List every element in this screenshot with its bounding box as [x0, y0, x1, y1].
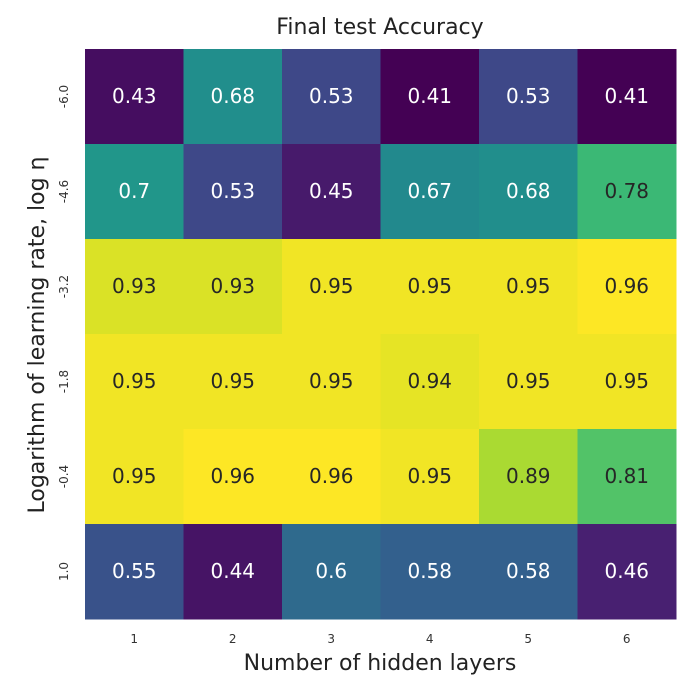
cell-value-label: 0.96 — [309, 464, 354, 488]
heatmap-cell — [85, 239, 184, 335]
y-tick-label: -0.4 — [57, 465, 71, 488]
heatmap-cell — [85, 429, 184, 525]
x-axis-ticks: 1 2 3 4 5 6 — [130, 632, 630, 646]
cell-value-label: 0.58 — [407, 559, 452, 583]
cell-value-label: 0.55 — [112, 559, 157, 583]
cell-value-label: 0.46 — [604, 559, 649, 583]
cell-value-label: 0.53 — [210, 179, 255, 203]
y-tick-label: -1.8 — [57, 370, 71, 393]
cell-value-label: 0.41 — [407, 84, 452, 108]
heatmap-cell — [577, 239, 677, 335]
cell-value-label: 0.95 — [210, 369, 255, 393]
cell-value-label: 0.68 — [506, 179, 551, 203]
heatmap-cell — [577, 49, 677, 145]
heatmap-cell — [282, 524, 381, 620]
x-tick-label: 3 — [327, 632, 335, 646]
heatmap-cell — [85, 144, 184, 240]
cell-value-label: 0.95 — [112, 369, 157, 393]
heatmap-cell — [479, 239, 578, 335]
cell-value-label: 0.41 — [604, 84, 649, 108]
cell-value-label: 0.95 — [506, 369, 551, 393]
heatmap-cell — [183, 334, 283, 430]
cell-value-label: 0.53 — [506, 84, 551, 108]
cell-value-label: 0.95 — [309, 369, 354, 393]
heatmap-cell — [183, 49, 283, 145]
x-axis-title: Number of hidden layers — [244, 651, 517, 676]
y-axis-title: Logarithm of learning rate, log η — [25, 156, 50, 513]
heatmap-cell — [577, 524, 677, 620]
cell-value-label: 0.95 — [112, 464, 157, 488]
cell-value-label: 0.58 — [506, 559, 551, 583]
cell-value-label: 0.95 — [604, 369, 649, 393]
y-tick-label: -4.6 — [57, 180, 71, 203]
x-tick-label: 4 — [426, 632, 434, 646]
cell-value-label: 0.95 — [407, 274, 452, 298]
heatmap-cell — [380, 144, 480, 240]
heatmap-cell — [282, 49, 381, 145]
cell-value-label: 0.95 — [309, 274, 354, 298]
cell-value-label: 0.96 — [604, 274, 649, 298]
cell-value-label: 0.94 — [407, 369, 452, 393]
heatmap-cell — [183, 144, 283, 240]
heatmap-cell — [479, 429, 578, 525]
cell-value-label: 0.53 — [309, 84, 354, 108]
cell-value-label: 0.93 — [210, 274, 255, 298]
heatmap-cell — [380, 334, 480, 430]
heatmap-cell — [479, 524, 578, 620]
cell-value-label: 0.44 — [210, 559, 255, 583]
heatmap-cell — [577, 429, 677, 525]
y-tick-label: 1.0 — [57, 562, 71, 581]
heatmap-cell — [282, 429, 381, 525]
cell-value-label: 0.68 — [210, 84, 255, 108]
cell-value-label: 0.81 — [604, 464, 649, 488]
heatmap-cell — [183, 429, 283, 525]
heatmap-cell — [85, 524, 184, 620]
y-tick-label: -3.2 — [57, 275, 71, 298]
heatmap-cell — [479, 144, 578, 240]
cell-value-label: 0.43 — [112, 84, 157, 108]
cell-value-label: 0.95 — [407, 464, 452, 488]
cell-value-label: 0.67 — [407, 179, 452, 203]
cell-value-label: 0.45 — [309, 179, 354, 203]
heatmap-cell — [85, 49, 184, 145]
heatmap-cell — [183, 524, 283, 620]
cell-value-label: 0.89 — [506, 464, 551, 488]
cell-value-label: 0.6 — [315, 559, 347, 583]
x-tick-label: 1 — [130, 632, 138, 646]
heatmap-cell — [380, 524, 480, 620]
heatmap-cell — [380, 429, 480, 525]
heatmap-cells: 0.43 0.68 0.53 0.41 0.53 0.41 0.7 0.53 0.45 0.67 0… — [85, 49, 677, 620]
heatmap-cell — [282, 334, 381, 430]
cell-value-label: 0.7 — [118, 179, 150, 203]
heatmap-cell — [85, 334, 184, 430]
heatmap-cell — [380, 239, 480, 335]
heatmap-cell — [479, 49, 578, 145]
cell-value-label: 0.78 — [604, 179, 649, 203]
chart-title: Final test Accuracy — [276, 15, 483, 40]
x-tick-label: 2 — [229, 632, 237, 646]
heatmap-cell — [577, 144, 677, 240]
y-tick-label: -6.0 — [57, 85, 71, 108]
heatmap-cell — [183, 239, 283, 335]
heatmap-cell — [479, 334, 578, 430]
heatmap-cell — [380, 49, 480, 145]
cell-value-label: 0.93 — [112, 274, 157, 298]
y-axis-ticks: -6.0 -4.6 -3.2 -1.8 -0.4 1.0 — [57, 85, 71, 581]
x-tick-label: 5 — [524, 632, 532, 646]
x-tick-label: 6 — [623, 632, 631, 646]
cell-value-label: 0.95 — [506, 274, 551, 298]
cell-value-label: 0.96 — [210, 464, 255, 488]
heatmap-cell — [282, 144, 381, 240]
heatmap-cell — [577, 334, 677, 430]
heatmap-cell — [282, 239, 381, 335]
